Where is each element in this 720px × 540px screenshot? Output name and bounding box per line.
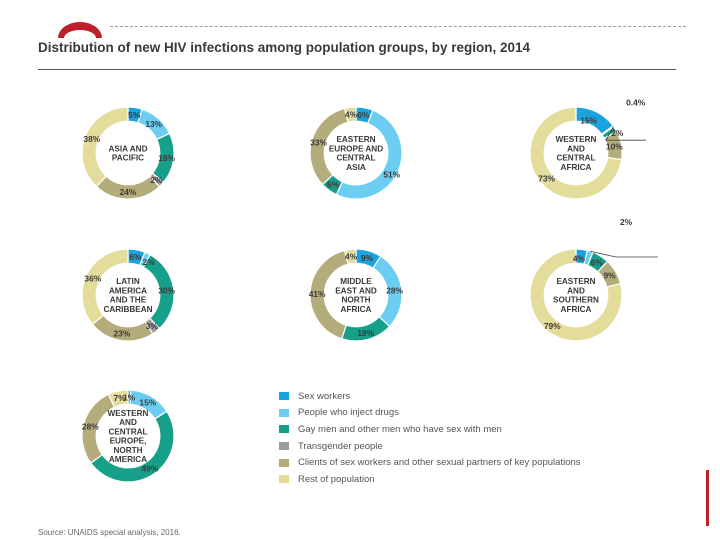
legend-label: Rest of population <box>298 473 375 485</box>
data-label: 15% <box>139 398 156 408</box>
data-label: 3% <box>146 321 159 331</box>
legend-label: Clients of sex workers and other sexual … <box>298 457 581 469</box>
data-label: 5% <box>128 110 141 120</box>
donut-segment-rest <box>343 106 357 123</box>
donut-chart-6: 4% 2% 6% 9% 79% EASTERN AND SOUTHERN AFRICA <box>529 217 658 342</box>
legend-item-transgender: Transgender people <box>279 438 699 455</box>
data-label: 4% <box>345 252 358 262</box>
data-label: 6% <box>129 252 142 262</box>
data-label: 9% <box>603 270 616 280</box>
donut-segment-rest <box>81 248 129 326</box>
data-label: 30% <box>158 285 175 295</box>
legend-item-clients: Clients of sex workers and other sexual … <box>279 454 699 471</box>
legend-label: Gay men and other men who have sex with … <box>298 423 502 435</box>
legend-swatch-clients <box>279 458 289 467</box>
data-label: 4% <box>345 110 358 120</box>
data-label: 18% <box>357 328 374 338</box>
data-label: 38% <box>83 134 100 144</box>
donut-segment-rest <box>81 106 129 188</box>
donut-center-title: EASTERN AND SOUTHERN AFRICA <box>553 277 599 314</box>
donut-segment-rest <box>107 389 129 409</box>
data-label: 13% <box>145 119 162 129</box>
donut-chart-7: 1%15% 49% 28% 7% WESTERN AND CENTRAL EUROPE, NOR… <box>81 389 175 483</box>
leader-line <box>605 126 646 141</box>
data-label: 28% <box>386 285 403 295</box>
data-label: 7% <box>113 393 126 403</box>
donut-chart-3: 15% 0.4% 2% 10% 73%WESTERN AND CENTRAL AFRICA <box>529 98 646 200</box>
data-label: 23% <box>114 329 131 339</box>
donut-segment-pwid <box>335 109 403 200</box>
data-label: 6% <box>327 180 340 190</box>
data-label: 79% <box>544 321 561 331</box>
legend-label: Sex workers <box>298 390 351 402</box>
data-label: 73% <box>538 174 555 184</box>
legend-item-pwid: People who inject drugs <box>279 405 699 422</box>
data-label: 28% <box>82 422 99 432</box>
data-label: 2% <box>611 128 624 138</box>
donut-center-title: LATIN AMERICA AND THE CARIBBEAN <box>103 277 152 314</box>
legend-swatch-transgender <box>279 442 289 451</box>
chart-title: Distribution of new HIV infections among… <box>38 40 531 55</box>
top-dashed-rule <box>110 26 686 27</box>
data-label: 2% <box>143 257 156 267</box>
data-label: 51% <box>383 170 400 180</box>
donut-chart-1: 5% 13% 18% 2% 24% 38% ASIA AND PACIFIC <box>81 106 176 200</box>
donut-center-title: MIDDLE EAST AND NORTH AFRICA <box>335 277 377 314</box>
data-label: 9% <box>361 253 374 263</box>
legend-label: Transgender people <box>298 440 383 452</box>
legend-swatch-msm <box>279 425 289 434</box>
data-label: 33% <box>310 137 327 147</box>
donut-center-title: EASTERN EUROPE AND CENTRAL ASIA <box>329 135 383 172</box>
data-label: 10% <box>606 142 623 152</box>
legend-item-msm: Gay men and other men who have sex with … <box>279 421 699 438</box>
legend-label: People who inject drugs <box>298 407 399 419</box>
title-rule <box>38 69 676 70</box>
data-label: 15% <box>580 116 597 126</box>
donut-center-title: WESTERN AND CENTRAL AFRICA <box>556 135 597 172</box>
data-label: 1% <box>123 392 136 402</box>
data-label: 36% <box>84 274 101 284</box>
leader-line <box>590 250 658 258</box>
source-note: Source: UNAIDS special analysis, 2016. <box>38 528 181 537</box>
accent-bar <box>706 470 709 526</box>
data-label: 6% <box>591 257 604 267</box>
data-label: 2% <box>150 175 163 185</box>
donut-chart-4: 6% 2% 30% 3% 23% 36% LATIN AMERICA AND THE CARIBB… <box>81 248 176 342</box>
donut-chart-2: 6% 51% 6% 33% 4% EASTERN EUROPE AND CENTRAL ASIA <box>309 106 403 200</box>
data-label: 49% <box>142 463 159 473</box>
data-label: 0.4% <box>626 98 646 108</box>
donut-segment-rest <box>343 248 357 265</box>
donut-center-title: ASIA AND PACIFIC <box>109 144 148 162</box>
donut-segment-rest <box>529 248 623 342</box>
data-label: 24% <box>120 187 137 197</box>
donut-center-title: WESTERN AND CENTRAL EUROPE, NORTH AMERICA <box>108 409 149 464</box>
donut-segment-msm <box>89 410 175 483</box>
data-label: 2% <box>620 217 633 227</box>
legend: Sex workers People who inject drugs Gay … <box>279 388 699 488</box>
donut-segment-rest <box>529 106 623 200</box>
legend-swatch-pwid <box>279 408 289 417</box>
data-label: 41% <box>309 289 326 299</box>
legend-swatch-sex-workers <box>279 392 289 401</box>
legend-item-sex-workers: Sex workers <box>279 388 699 405</box>
data-label: 6% <box>357 110 370 120</box>
data-label: 4% <box>573 254 586 264</box>
legend-item-rest: Rest of population <box>279 471 699 488</box>
logo-mark-inner <box>64 30 96 38</box>
data-label: 18% <box>158 153 175 163</box>
legend-swatch-rest <box>279 475 289 484</box>
donut-chart-5: 9% 28% 18% 41% 4% MIDDLE EAST AND NORTH AFRICA <box>309 248 404 342</box>
